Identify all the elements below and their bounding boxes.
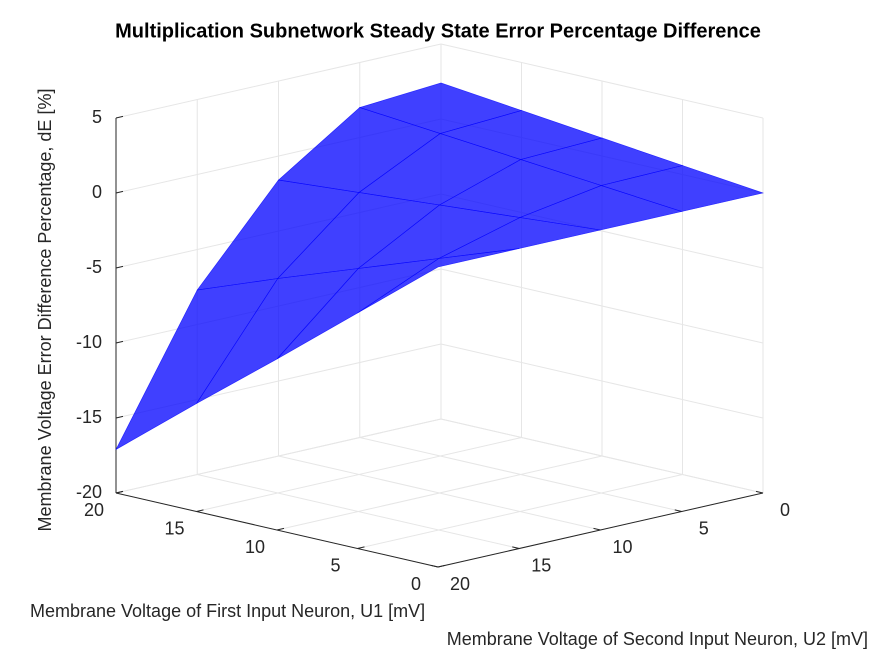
y-tick-label: 5 xyxy=(699,518,709,538)
y-grid-line xyxy=(197,474,520,549)
z-tick-label: -20 xyxy=(76,482,102,502)
y-grid-line xyxy=(278,455,601,531)
x-tick xyxy=(357,546,365,549)
y-tick-label: 20 xyxy=(450,574,470,594)
y-tick xyxy=(430,564,439,568)
chart-title: Multiplication Subnetwork Steady State E… xyxy=(115,20,761,42)
x-axis-label: Membrane Voltage of First Input Neuron, … xyxy=(30,601,425,621)
surface-patch xyxy=(357,248,520,314)
y-tick-label: 15 xyxy=(531,555,551,575)
x-tick xyxy=(115,490,124,494)
x-tick xyxy=(276,527,285,531)
z-tick xyxy=(115,415,124,419)
x-tick-label: 10 xyxy=(245,537,265,557)
x-tick-label: 15 xyxy=(164,518,184,538)
y-tick xyxy=(593,527,601,531)
x-tick xyxy=(196,509,204,512)
y-tick-label: 10 xyxy=(612,537,632,557)
z-tick xyxy=(115,190,124,194)
y-grid-line xyxy=(440,418,764,494)
y-tick xyxy=(512,546,520,549)
z-tick-label: -5 xyxy=(86,257,102,277)
z-tick-label: 5 xyxy=(92,107,102,127)
y-tick xyxy=(755,490,764,494)
x-tick xyxy=(437,564,446,568)
y-tick xyxy=(674,509,682,512)
x-tick-label: 5 xyxy=(330,555,340,575)
z-tick xyxy=(115,340,124,344)
z-tick-label: -15 xyxy=(76,407,102,427)
z-tick xyxy=(115,115,124,119)
z-axis-label: Membrane Voltage Error Difference Percen… xyxy=(35,89,55,532)
y-grid-line xyxy=(359,437,682,512)
y-axis-label: Membrane Voltage of Second Input Neuron,… xyxy=(447,629,868,649)
z-tick-label: 0 xyxy=(92,182,102,202)
z-tick-label: -10 xyxy=(76,332,102,352)
x-tick-label: 20 xyxy=(84,500,104,520)
y-tick-label: 0 xyxy=(780,500,790,520)
x-tick-label: 0 xyxy=(411,574,421,594)
z-tick xyxy=(115,265,124,269)
